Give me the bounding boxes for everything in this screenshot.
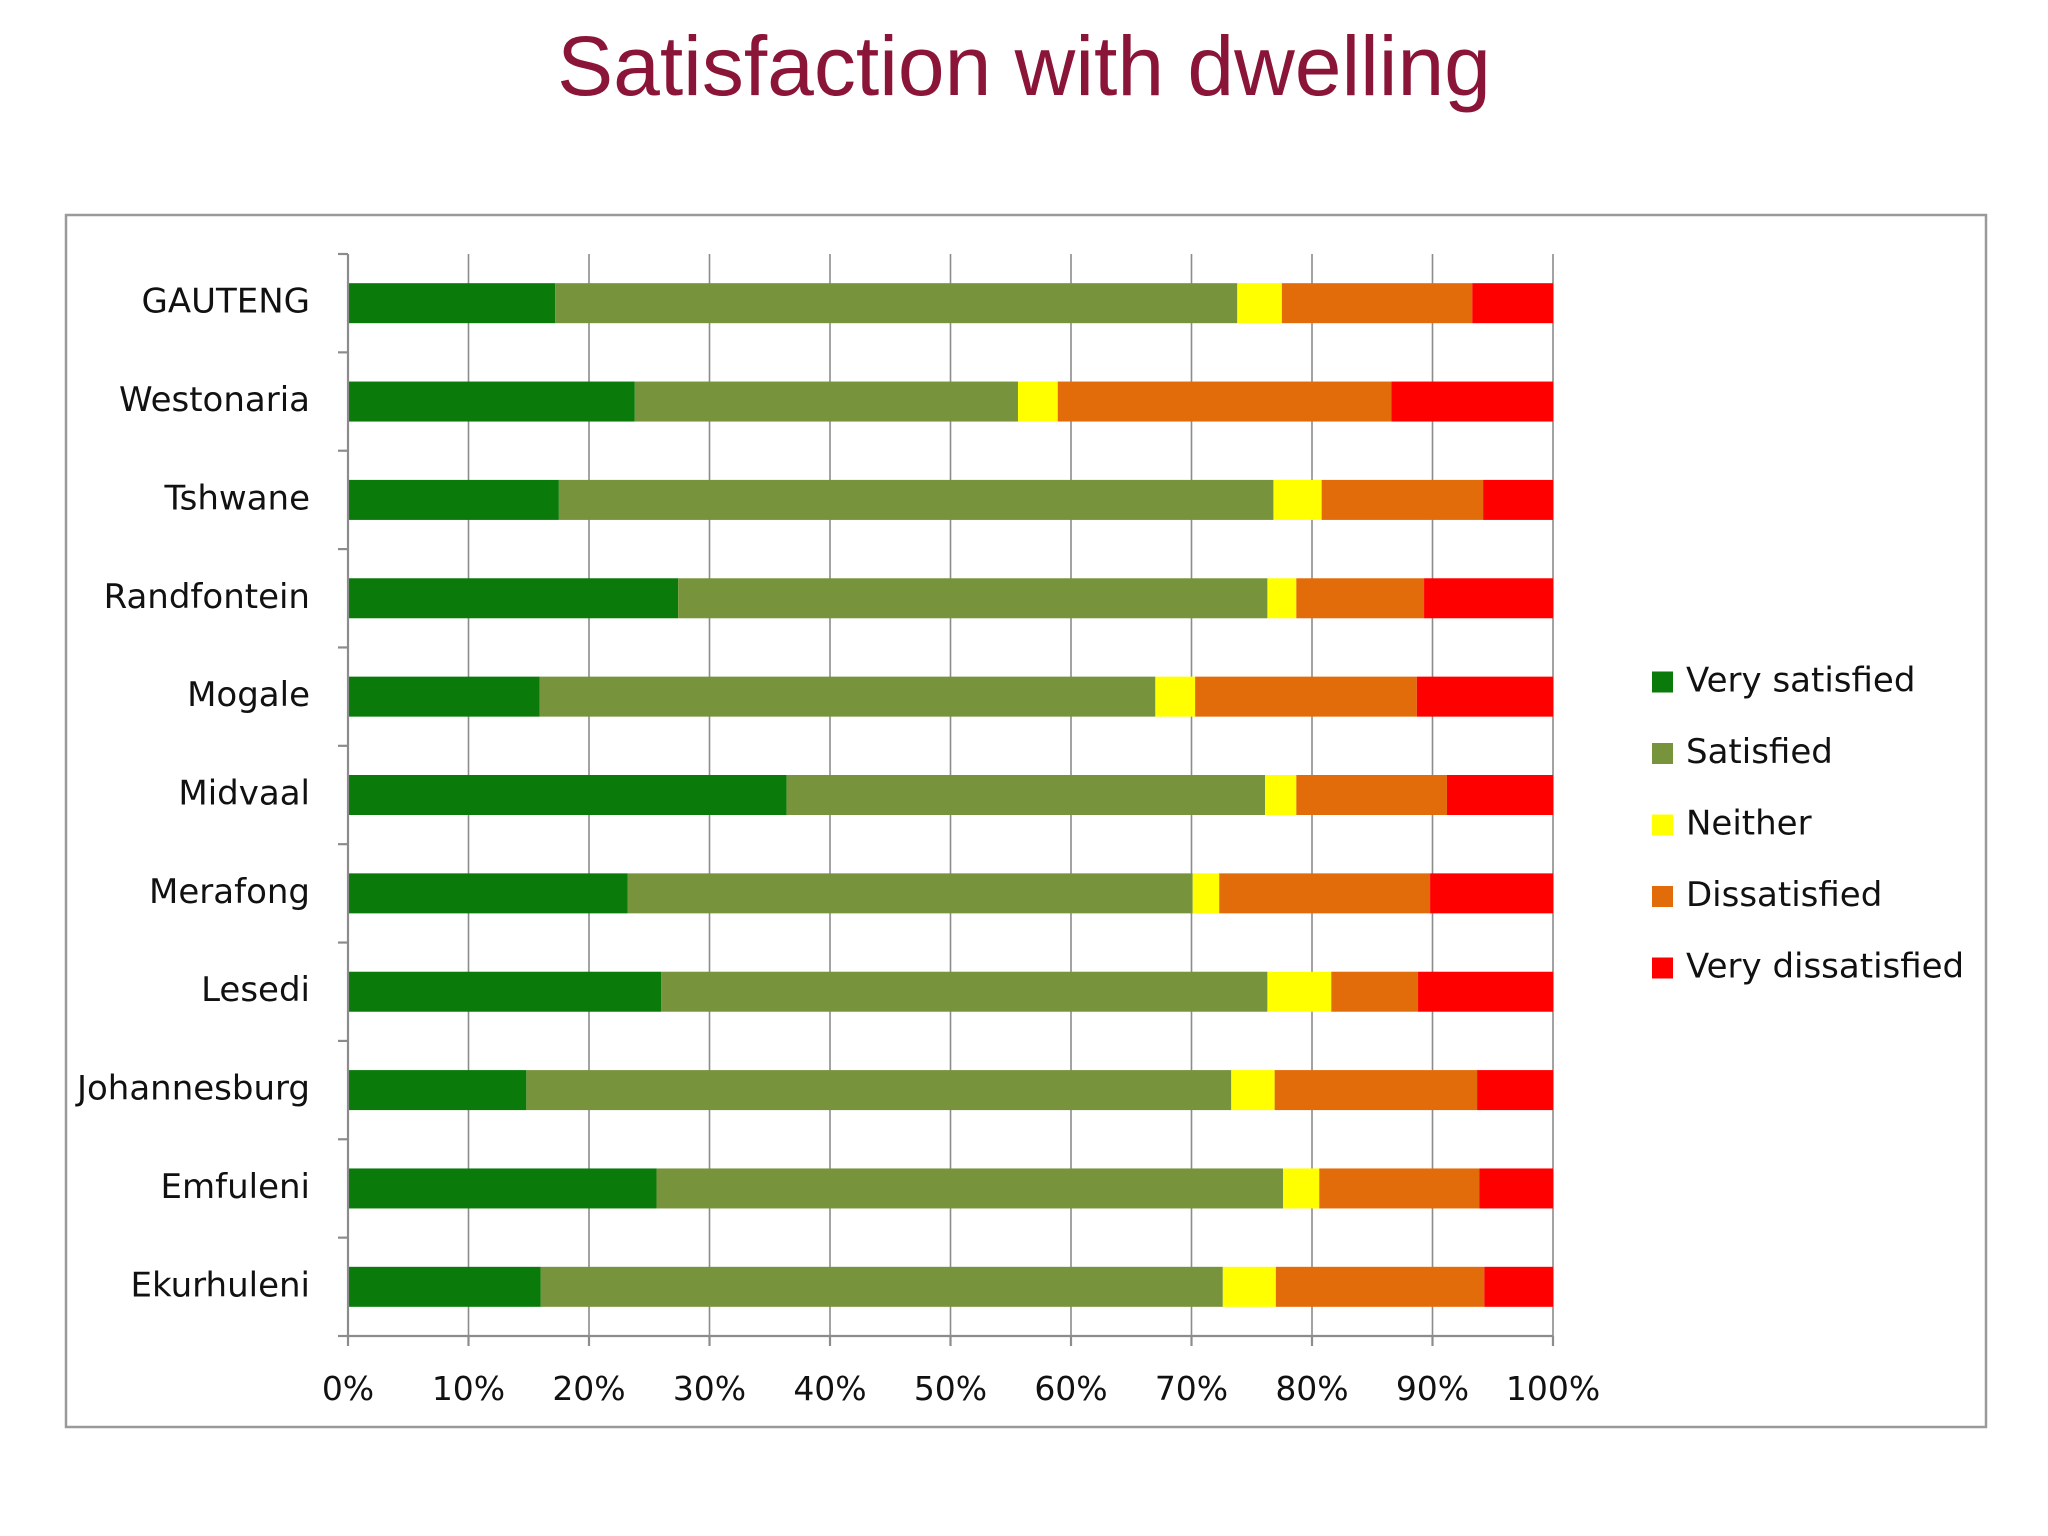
bar-segment: [1222, 1266, 1276, 1307]
x-tick-label: 70%: [1155, 1369, 1228, 1408]
x-tick-label: 60%: [1034, 1369, 1107, 1408]
legend-label: Neither: [1686, 804, 1812, 844]
x-tick-labels: 0% 10% 20% 30% 40% 50% 60% 70% 80% 90% 100%: [322, 1369, 1600, 1408]
bar-segment: [1017, 381, 1058, 422]
bar-segment: [1265, 775, 1297, 815]
category-label: Merafong: [149, 872, 310, 912]
bar-segment: [348, 283, 556, 324]
legend-swatch: [1652, 886, 1673, 907]
x-tick-label: 100%: [1506, 1369, 1600, 1408]
legend: Very satisfied Satisfied Neither Dissatisfi…: [1652, 661, 1964, 987]
bar-segment: [1274, 1070, 1478, 1111]
legend-label: Dissatisfied: [1686, 875, 1882, 915]
bar-segment: [1331, 971, 1419, 1012]
legend-swatch: [1652, 743, 1673, 764]
bar-segment: [1281, 283, 1473, 324]
bar-segment: [1321, 479, 1484, 520]
category-label: Mogale: [187, 675, 310, 715]
bar-segment: [627, 873, 1193, 914]
category-label: Tshwane: [163, 478, 310, 518]
bar-segment: [348, 775, 787, 815]
legend-label: Satisfied: [1686, 732, 1833, 772]
bar-segment: [656, 1168, 1284, 1209]
bar-segment: [1195, 676, 1417, 717]
bar-segment: [540, 1266, 1223, 1307]
bar-segment: [539, 676, 1156, 717]
x-tick-label: 20%: [552, 1369, 625, 1408]
bar-segment: [1418, 971, 1553, 1012]
bar-segment: [348, 971, 662, 1012]
legend-swatch: [1652, 814, 1673, 836]
category-label: GAUTENG: [141, 282, 310, 322]
bar-segment: [1237, 283, 1282, 324]
x-tick-label: 40%: [793, 1369, 866, 1408]
bar-segment: [1275, 1266, 1485, 1307]
bar-segment: [348, 479, 559, 520]
bar-segment: [348, 1168, 657, 1209]
x-tick-label: 10%: [432, 1369, 505, 1408]
bar-segment: [558, 479, 1274, 520]
legend-label: Very dissatisfied: [1686, 947, 1964, 987]
bar-segment: [1477, 1070, 1553, 1111]
bar-segment: [1472, 283, 1553, 324]
legend-label: Very satisfied: [1686, 661, 1915, 701]
category-label: Johannesburg: [75, 1069, 310, 1109]
axes: [338, 252, 1555, 1346]
bar-segment: [1391, 381, 1553, 422]
bar-segment: [348, 578, 679, 619]
x-tick-label: 80%: [1275, 1369, 1348, 1408]
bar-segment: [1267, 578, 1297, 619]
legend-swatch: [1652, 957, 1673, 979]
bar-segment: [1057, 381, 1392, 422]
bar-segment: [678, 578, 1268, 619]
x-tick-label: 0%: [322, 1369, 374, 1408]
bar-segment: [1484, 1266, 1553, 1307]
category-label: Randfontein: [104, 577, 310, 617]
bar-segment: [348, 676, 540, 717]
bar-segment: [348, 1266, 541, 1307]
category-label: Lesedi: [201, 970, 310, 1010]
bar-segment: [1296, 578, 1425, 619]
bar-segment: [348, 1070, 527, 1111]
bar-segment: [1296, 775, 1447, 815]
bar-segment: [1155, 676, 1196, 717]
bar-segment: [1479, 1168, 1553, 1209]
legend-swatch: [1652, 671, 1673, 693]
bar-segment: [1231, 1070, 1275, 1111]
bar-segment: [1219, 873, 1431, 914]
bar-segment: [1319, 1168, 1480, 1209]
bar-segment: [1416, 676, 1553, 717]
bar-segment: [348, 873, 628, 914]
bar-segment: [1283, 1168, 1320, 1209]
chart-title: Satisfaction with dwelling: [557, 19, 1491, 113]
x-tick-label: 50%: [914, 1369, 987, 1408]
bar-segment: [348, 381, 635, 422]
bar-segment: [1483, 479, 1553, 520]
bars: [348, 283, 1553, 1307]
x-tick-label: 30%: [673, 1369, 746, 1408]
bar-segment: [1273, 479, 1322, 520]
category-label: Westonaria: [119, 380, 310, 420]
bar-segment: [1267, 971, 1332, 1012]
bar-segment: [661, 971, 1268, 1012]
category-label: Emfuleni: [161, 1167, 310, 1207]
bar-segment: [555, 283, 1238, 324]
x-tick-label: 90%: [1396, 1369, 1469, 1408]
bar-segment: [1192, 873, 1220, 914]
bar-segment: [1424, 578, 1553, 619]
category-labels: GAUTENG Westonaria Tshwane Randfontein Mogal…: [75, 282, 310, 1306]
category-label: Ekurhuleni: [130, 1265, 310, 1305]
category-label: Midvaal: [178, 774, 310, 814]
bar-segment: [526, 1070, 1232, 1111]
bar-segment: [1430, 873, 1553, 914]
bar-segment: [1446, 775, 1553, 815]
bar-segment: [634, 381, 1018, 422]
bar-segment: [786, 775, 1266, 815]
